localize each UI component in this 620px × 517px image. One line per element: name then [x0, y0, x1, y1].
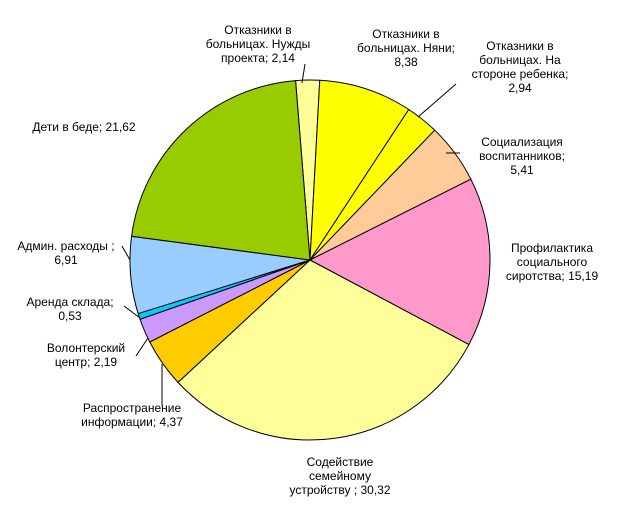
leader-line-3 [417, 83, 457, 118]
slice-label-line: больницах. Няни; [357, 41, 455, 55]
slice-label-line: Аренда склада; [26, 295, 113, 309]
leader-line-10 [121, 245, 131, 261]
slice-label-line: сиротства; 15,19 [506, 269, 599, 283]
slice-label-4: Социализация воспитанников; 5,41 [479, 135, 565, 177]
slice-label-line: семейному [309, 469, 371, 483]
pie-slice-5 [308, 178, 491, 346]
leader-lines [121, 63, 460, 406]
slice-label-6: Содействие семейному устройству ; 30,32 [289, 455, 390, 497]
slice-label-line: 2,94 [508, 81, 532, 95]
slice-label-line: 0,53 [58, 309, 82, 323]
slice-label-line: воспитанников; [479, 149, 565, 163]
pie-slice-2 [309, 79, 410, 262]
slice-label-line: информации; 4,37 [81, 415, 183, 429]
slice-label-line: проекта; 2,14 [221, 51, 295, 65]
leader-line-8 [135, 337, 149, 357]
slice-label-9: Аренда склада; 0,53 [26, 295, 113, 323]
slice-label-line: Отказники в [486, 39, 553, 53]
slice-label-3: Отказники в больницах. На стороне ребенка;… [472, 39, 569, 95]
pie-slices [129, 79, 491, 441]
slice-label-line: Админ. расходы ; [17, 239, 114, 253]
slice-label-line: Отказники в [372, 27, 439, 41]
slice-label-11: Дети в беде; 21,62 [32, 120, 135, 134]
slice-label-8: Волонтерский центр; 2,19 [47, 341, 125, 369]
slice-label-line: 8,38 [394, 55, 418, 69]
slice-label-line: центр; 2,19 [55, 355, 118, 369]
slice-label-7: Распространение информации; 4,37 [81, 401, 183, 429]
leader-line-9 [123, 305, 141, 319]
slice-label-line: Профилактика [511, 241, 593, 255]
slice-label-line: Дети в беде; 21,62 [32, 120, 135, 134]
slice-label-line: 5,41 [510, 163, 534, 177]
slice-label-line: Социализация [481, 135, 563, 149]
slice-label-line: стороне ребенка; [472, 67, 569, 81]
pie-slice-11 [131, 80, 311, 261]
pie-slice-6 [177, 259, 470, 441]
slice-label-1: Отказники в больницах. Нужды проекта; 2,14 [206, 23, 311, 65]
slice-label-line: Волонтерский [47, 341, 125, 355]
slice-label-line: социального [517, 255, 588, 269]
slice-label-line: устройству ; 30,32 [289, 483, 390, 497]
slice-label-line: Распространение [83, 401, 182, 415]
slice-label-2: Отказники в больницах. Няни; 8,38 [357, 27, 455, 69]
slice-label-5: Профилактика социального сиротства; 15,19 [506, 241, 599, 283]
slice-label-line: 6,91 [54, 253, 78, 267]
slice-label-line: больницах. На [479, 53, 561, 67]
slice-labels: Отказники в больницах. Нужды проекта; 2,14… [17, 23, 598, 497]
slice-label-10: Админ. расходы ; 6,91 [17, 239, 114, 267]
leader-line-1 [301, 63, 306, 84]
slice-label-line: Отказники в [224, 23, 291, 37]
slice-label-line: Содействие [307, 455, 374, 469]
slice-label-line: больницах. Нужды [206, 37, 311, 51]
